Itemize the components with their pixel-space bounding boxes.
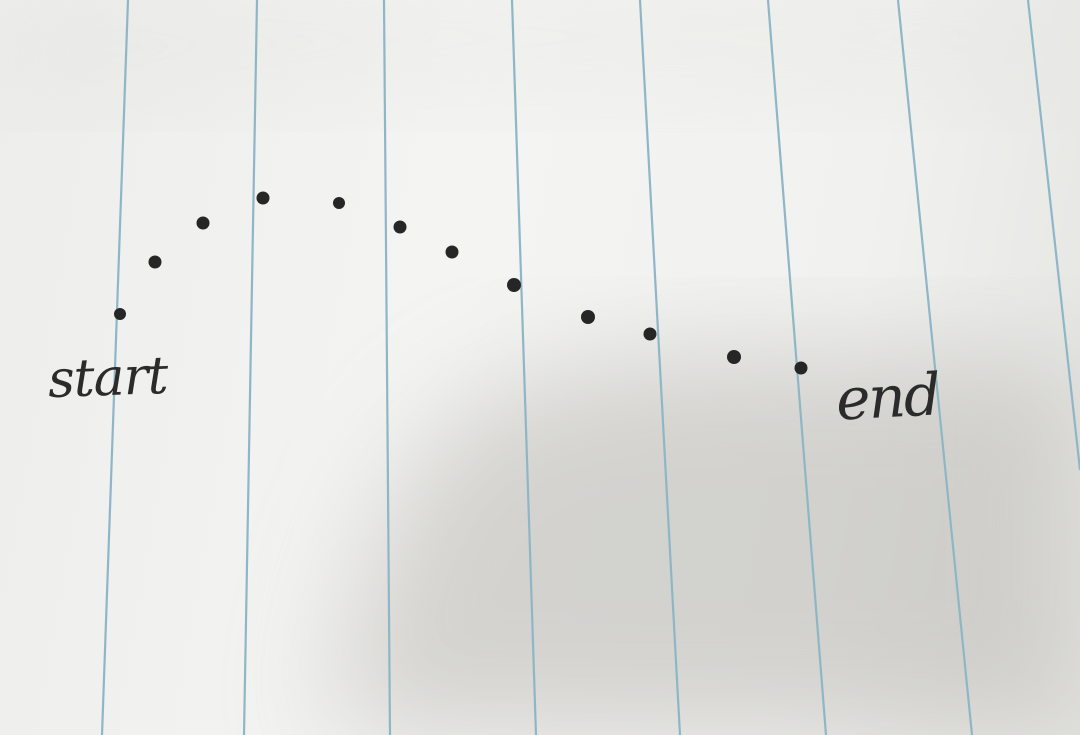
rule-line [638,0,682,735]
ink-dot [581,310,595,324]
ink-dot [333,197,345,209]
ink-dot [256,191,270,205]
ink-dot [794,361,808,375]
ink-dot [196,216,210,230]
ink-dot [445,245,459,259]
rule-line [382,0,392,735]
rule-line [510,0,538,735]
rule-line [100,0,130,735]
ink-dot [148,255,162,269]
ink-dot [393,220,407,234]
rule-line [1026,0,1080,471]
rule-line [896,0,974,735]
ink-dot [727,350,741,364]
rule-line [242,0,259,735]
ink-dot [507,278,521,292]
start-label: start [46,345,169,411]
ink-dot [114,308,126,320]
ink-dot [643,327,657,341]
end-label: end [834,360,941,434]
